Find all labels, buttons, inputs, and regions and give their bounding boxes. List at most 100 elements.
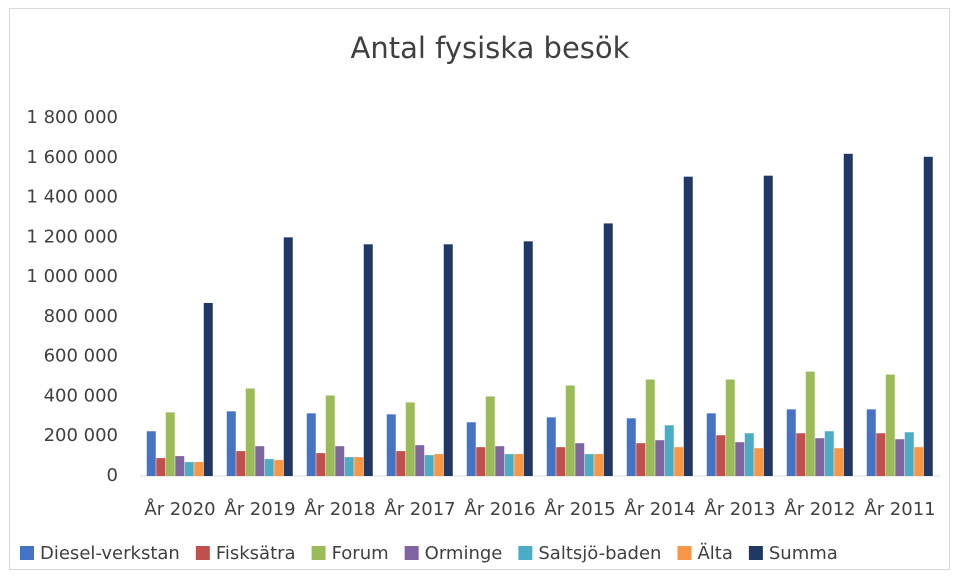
bar <box>156 458 166 476</box>
bar <box>716 435 726 476</box>
x-tick-label: År 2019 <box>224 498 295 520</box>
bar <box>396 451 406 476</box>
bar <box>466 422 476 476</box>
bar <box>754 448 764 476</box>
legend-swatch <box>518 546 533 560</box>
x-tick-label: År 2012 <box>784 498 855 520</box>
x-tick-label: År 2013 <box>704 498 775 520</box>
bar <box>584 454 594 476</box>
bar <box>245 388 255 476</box>
legend-swatch <box>20 546 34 560</box>
bar <box>866 409 876 476</box>
y-tick-label: 1 200 000 <box>26 226 118 247</box>
bar <box>184 462 194 476</box>
bar <box>763 175 773 476</box>
bar <box>363 244 373 476</box>
legend-label: Forum <box>332 543 389 564</box>
bar <box>805 371 815 476</box>
bar <box>386 414 396 476</box>
bar <box>664 425 674 476</box>
bar <box>636 443 646 476</box>
y-tick-label: 400 000 <box>44 385 118 406</box>
bar <box>175 456 185 476</box>
bar <box>424 455 434 476</box>
bar <box>415 445 425 476</box>
legend-swatch <box>311 546 326 560</box>
legend-swatch <box>195 546 210 560</box>
bar <box>203 302 213 476</box>
bar <box>815 438 825 476</box>
legend-swatch <box>748 546 763 560</box>
bar <box>556 447 566 476</box>
bar <box>325 395 335 476</box>
bar <box>575 443 585 476</box>
x-tick-label: År 2018 <box>304 498 375 520</box>
x-tick-label: År 2017 <box>384 498 455 520</box>
y-tick-label: 800 000 <box>44 306 118 327</box>
x-tick-label: År 2011 <box>864 498 935 520</box>
bar <box>255 446 265 476</box>
bar <box>744 433 754 476</box>
legend-label: Summa <box>769 543 838 564</box>
y-tick-label: 1 800 000 <box>26 107 118 128</box>
legend-label: Diesel-verkstan <box>40 543 180 564</box>
bar <box>504 454 514 476</box>
bar <box>565 385 575 476</box>
bar <box>264 459 274 476</box>
bar <box>914 447 924 476</box>
bar <box>226 411 236 476</box>
bar <box>735 442 745 476</box>
legend-label: Orminge <box>425 543 503 564</box>
bar <box>236 451 246 476</box>
bar <box>843 153 853 477</box>
bar <box>316 453 326 476</box>
bar <box>603 223 613 476</box>
bar <box>344 457 354 476</box>
bar <box>434 454 444 476</box>
bar <box>495 446 505 476</box>
bar <box>824 431 834 476</box>
bar <box>786 409 796 476</box>
bar <box>876 433 886 476</box>
y-tick-label: 1 400 000 <box>26 187 118 208</box>
legend-swatch <box>404 546 419 560</box>
bar <box>274 460 284 476</box>
legend-label: Saltsjö-baden <box>538 543 661 564</box>
bar <box>645 379 655 476</box>
bar <box>443 244 453 476</box>
bar <box>923 156 933 477</box>
bar <box>335 446 345 476</box>
bar <box>683 176 693 476</box>
bar <box>706 413 716 476</box>
bar <box>895 439 905 476</box>
y-tick-label: 1 600 000 <box>26 147 118 168</box>
bar <box>594 454 604 476</box>
bar <box>485 396 495 476</box>
bar <box>725 379 735 476</box>
y-tick-label: 0 <box>107 465 118 486</box>
bar <box>165 412 175 476</box>
y-tick-label: 600 000 <box>44 346 118 367</box>
x-tick-label: År 2014 <box>624 498 695 520</box>
bar <box>834 448 844 476</box>
bar <box>354 457 364 476</box>
x-tick-label: År 2020 <box>144 498 215 520</box>
bar <box>476 447 486 476</box>
legend-label: Fisksätra <box>216 543 296 564</box>
y-tick-label: 200 000 <box>44 425 118 446</box>
chart-border <box>9 8 950 570</box>
bar <box>546 417 556 476</box>
legend-label: Älta <box>697 543 732 564</box>
x-tick-label: År 2016 <box>464 498 535 520</box>
bar <box>514 454 524 476</box>
bar <box>904 432 914 476</box>
bar <box>523 241 533 476</box>
bar <box>146 431 156 476</box>
bar <box>283 237 293 476</box>
bar <box>674 447 684 476</box>
chart-title: Antal fysiska besök <box>351 31 630 65</box>
bar <box>306 413 316 476</box>
bar <box>885 374 895 476</box>
legend-swatch <box>677 546 692 560</box>
